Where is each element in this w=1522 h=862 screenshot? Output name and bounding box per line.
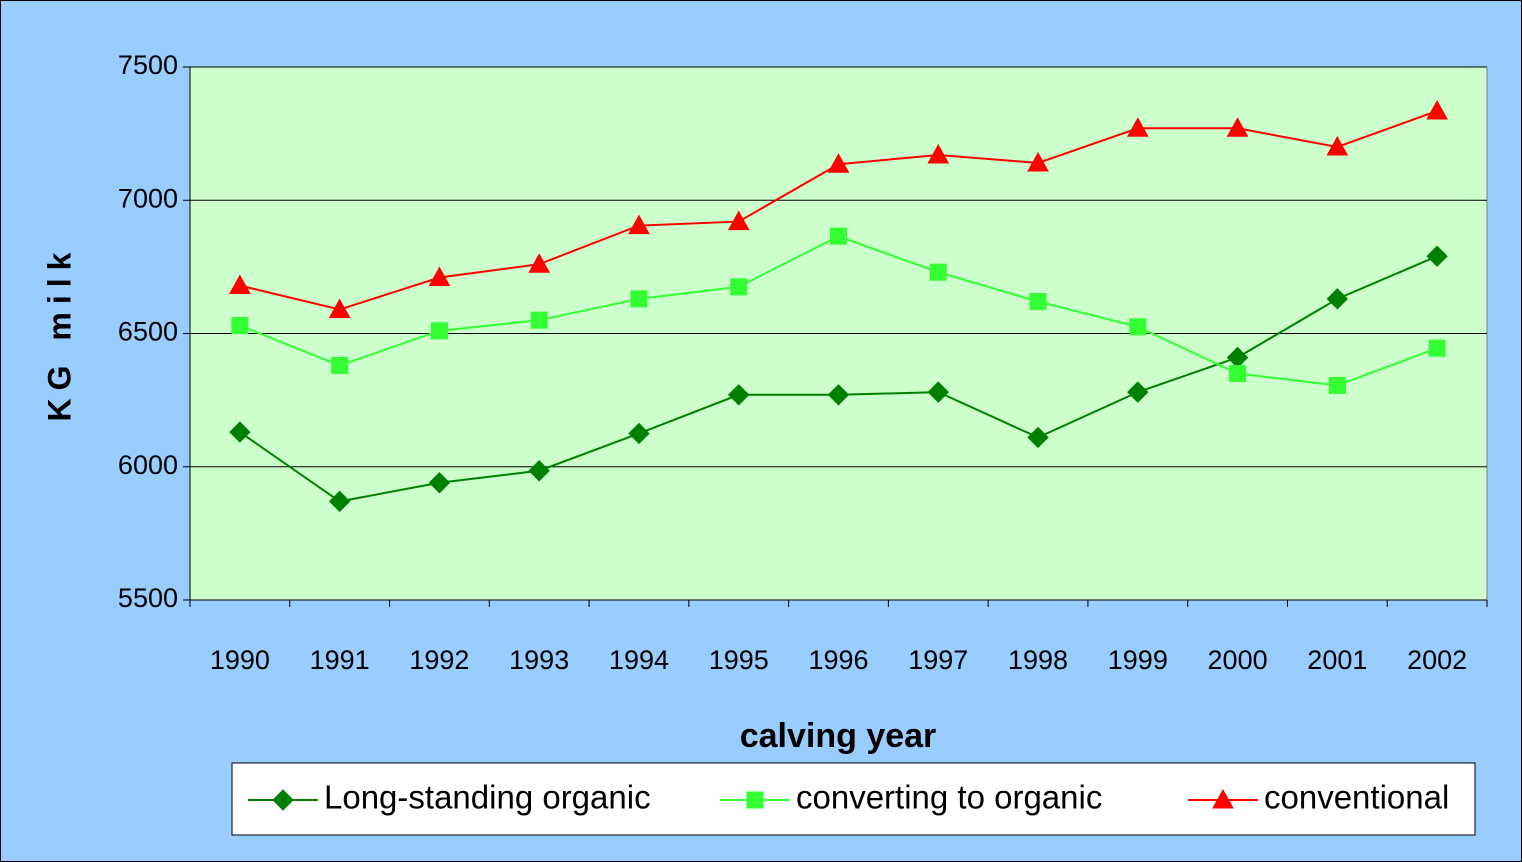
x-tick-label: 2001 [1307, 645, 1367, 675]
data-point [830, 227, 847, 245]
data-point [1129, 318, 1147, 336]
legend-marker [1212, 788, 1234, 809]
data-point [927, 381, 949, 403]
data-point [430, 322, 448, 340]
x-tick-label: 1998 [1008, 645, 1068, 675]
x-tick-label: 1991 [310, 645, 370, 675]
data-point [1229, 364, 1247, 382]
data-point [530, 311, 548, 329]
data-point [1426, 99, 1448, 120]
data-point [231, 317, 249, 335]
legend-marker [272, 789, 294, 811]
x-tick-label: 2002 [1407, 645, 1467, 675]
x-axis-label: calving year [740, 717, 937, 755]
x-tick-label: 1990 [210, 645, 270, 675]
data-point [1027, 151, 1049, 172]
data-point [728, 384, 750, 406]
data-point [528, 460, 550, 482]
data-point [1127, 381, 1149, 403]
data-point [827, 153, 850, 173]
data-point [1326, 135, 1349, 156]
data-point [628, 214, 650, 235]
data-point [1328, 376, 1346, 394]
legend-label: converting to organic [796, 779, 1102, 816]
y-tick-label: 7500 [118, 50, 178, 80]
data-point [1426, 245, 1448, 267]
data-point [428, 472, 451, 494]
data-point [1027, 426, 1049, 449]
data-point [428, 266, 451, 287]
x-tick-label: 1997 [908, 645, 968, 675]
data-point [730, 278, 748, 296]
data-point [1326, 288, 1349, 310]
data-point [628, 422, 650, 445]
y-tick-label: 5500 [118, 583, 178, 613]
data-point [331, 356, 349, 374]
y-tick-label: 6000 [118, 450, 178, 480]
legend-label: Long-standing organic [324, 779, 651, 816]
x-tick-label: 1995 [709, 645, 769, 675]
x-tick-label: 1992 [409, 645, 469, 675]
data-point [929, 263, 947, 281]
y-axis-label: KG milk [41, 245, 77, 422]
data-point [1126, 117, 1149, 137]
data-point [229, 274, 251, 295]
legend-label: conventional [1264, 779, 1449, 816]
legend [231, 762, 1476, 836]
x-tick-label: 1996 [808, 645, 868, 675]
data-point [1029, 293, 1047, 311]
x-tick-label: 2000 [1208, 645, 1268, 675]
x-tick-label: 1999 [1108, 645, 1168, 675]
data-point [827, 384, 850, 406]
y-tick-label: 6500 [118, 317, 178, 347]
data-point [528, 253, 551, 273]
data-point [927, 143, 950, 164]
data-point [328, 298, 351, 319]
data-point [328, 490, 351, 513]
y-tick-label: 7000 [118, 183, 178, 213]
x-tick-label: 1994 [609, 645, 669, 675]
data-point [727, 210, 750, 231]
legend-marker [746, 791, 764, 809]
x-tick-label: 1993 [509, 645, 569, 675]
data-point [1428, 339, 1446, 357]
data-point [630, 290, 648, 308]
data-point [1226, 117, 1249, 137]
data-point [229, 421, 251, 443]
